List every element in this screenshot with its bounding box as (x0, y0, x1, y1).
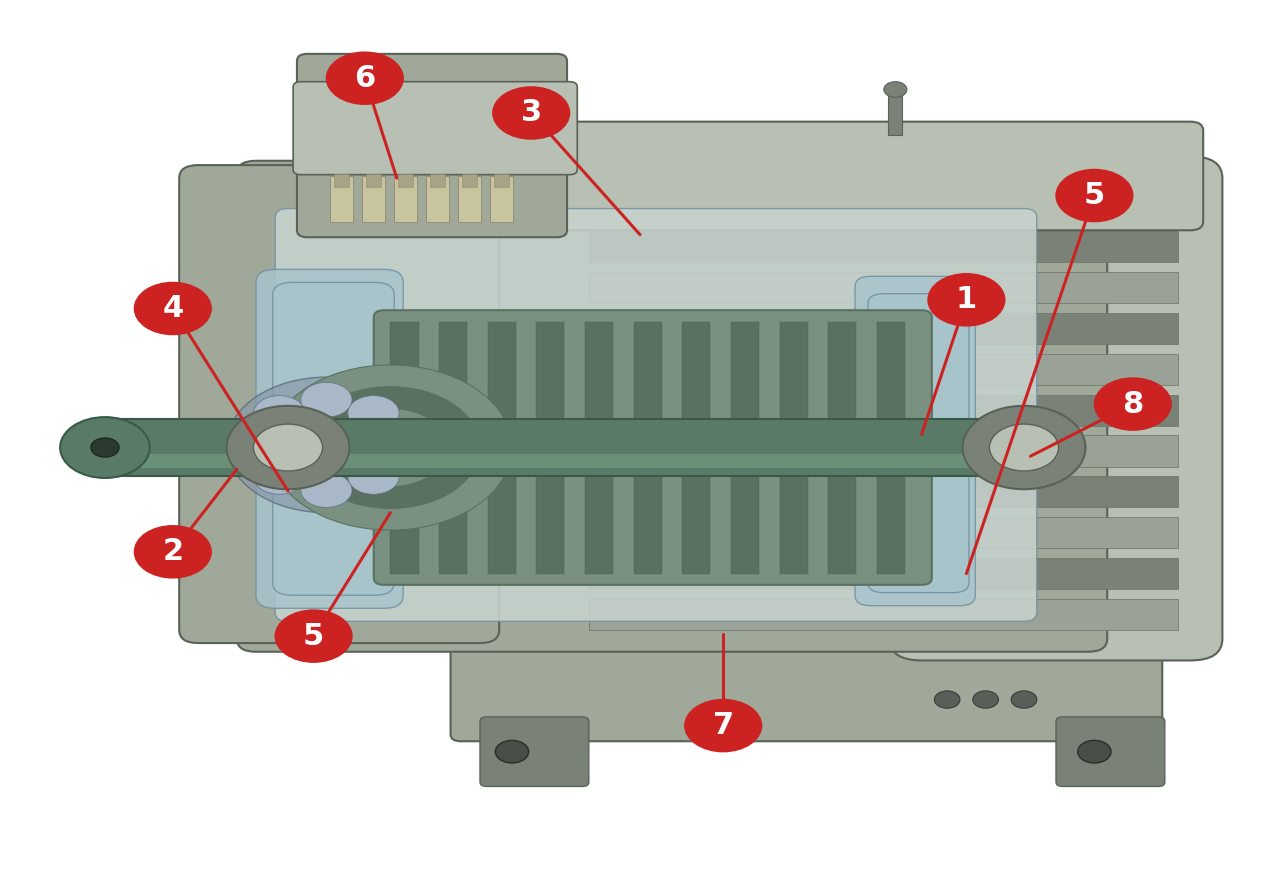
Bar (430, 174, 445, 187)
Circle shape (367, 428, 419, 462)
FancyBboxPatch shape (448, 122, 1203, 230)
Circle shape (253, 395, 305, 430)
Circle shape (301, 387, 480, 508)
Circle shape (134, 526, 211, 578)
Bar (362, 176, 385, 222)
Text: 5: 5 (1084, 181, 1105, 210)
FancyBboxPatch shape (256, 269, 403, 608)
FancyBboxPatch shape (237, 161, 1107, 652)
FancyBboxPatch shape (374, 310, 932, 585)
Bar (458, 176, 481, 222)
FancyBboxPatch shape (855, 276, 975, 606)
Circle shape (1011, 691, 1037, 708)
FancyBboxPatch shape (273, 282, 394, 595)
Text: 8: 8 (1123, 389, 1143, 419)
FancyBboxPatch shape (589, 231, 1178, 262)
FancyBboxPatch shape (589, 272, 1178, 303)
Circle shape (60, 417, 150, 478)
Bar (462, 174, 477, 187)
Circle shape (227, 406, 349, 489)
Circle shape (1094, 378, 1171, 430)
Circle shape (963, 406, 1085, 489)
Text: 4: 4 (163, 294, 183, 323)
Bar (888, 93, 902, 135)
Circle shape (1056, 169, 1133, 222)
Circle shape (301, 382, 352, 417)
Bar (330, 176, 353, 222)
Circle shape (989, 424, 1059, 471)
Circle shape (884, 82, 906, 97)
Bar (488, 322, 516, 574)
Text: 5: 5 (303, 621, 324, 651)
Bar (780, 322, 808, 574)
Bar (682, 322, 710, 574)
FancyBboxPatch shape (589, 476, 1178, 507)
FancyBboxPatch shape (589, 599, 1178, 630)
Circle shape (365, 430, 416, 465)
Circle shape (495, 740, 529, 763)
Circle shape (973, 691, 998, 708)
Bar (585, 322, 613, 574)
Circle shape (134, 282, 211, 335)
Bar (96, 454, 1056, 468)
Bar (426, 176, 449, 222)
Circle shape (348, 395, 399, 430)
FancyBboxPatch shape (1056, 717, 1165, 786)
FancyBboxPatch shape (589, 435, 1178, 467)
Circle shape (493, 87, 570, 139)
FancyBboxPatch shape (480, 717, 589, 786)
Circle shape (934, 691, 960, 708)
Circle shape (333, 408, 448, 487)
Text: 1: 1 (956, 285, 977, 315)
Bar (390, 322, 419, 574)
Bar (96, 419, 1056, 476)
Circle shape (253, 424, 323, 471)
Circle shape (275, 610, 352, 662)
Circle shape (91, 438, 119, 457)
FancyBboxPatch shape (589, 313, 1178, 344)
FancyBboxPatch shape (589, 354, 1178, 385)
Bar (394, 176, 417, 222)
FancyBboxPatch shape (275, 209, 1037, 621)
Text: 7: 7 (713, 711, 733, 740)
Circle shape (253, 460, 305, 494)
Circle shape (269, 365, 512, 530)
Circle shape (928, 274, 1005, 326)
Circle shape (234, 428, 285, 462)
Circle shape (348, 460, 399, 494)
Text: 3: 3 (521, 98, 541, 128)
Circle shape (685, 700, 762, 752)
Circle shape (303, 429, 349, 461)
FancyBboxPatch shape (868, 294, 969, 593)
Bar (366, 174, 381, 187)
Bar (634, 322, 662, 574)
FancyBboxPatch shape (589, 517, 1178, 548)
Circle shape (301, 473, 352, 507)
Bar (828, 322, 856, 574)
Bar (877, 322, 905, 574)
Circle shape (227, 377, 426, 513)
Bar (334, 174, 349, 187)
FancyBboxPatch shape (451, 627, 1162, 741)
Circle shape (1078, 740, 1111, 763)
Text: 6: 6 (355, 63, 375, 93)
Text: 2: 2 (163, 537, 183, 567)
FancyBboxPatch shape (890, 156, 1222, 660)
Bar (494, 174, 509, 187)
Bar (490, 176, 513, 222)
FancyBboxPatch shape (179, 165, 499, 643)
Bar (536, 322, 564, 574)
FancyBboxPatch shape (297, 54, 567, 237)
Circle shape (326, 52, 403, 104)
FancyBboxPatch shape (589, 395, 1178, 426)
FancyBboxPatch shape (589, 558, 1178, 589)
Bar (731, 322, 759, 574)
FancyBboxPatch shape (293, 82, 577, 175)
Bar (439, 322, 467, 574)
Bar (398, 174, 413, 187)
